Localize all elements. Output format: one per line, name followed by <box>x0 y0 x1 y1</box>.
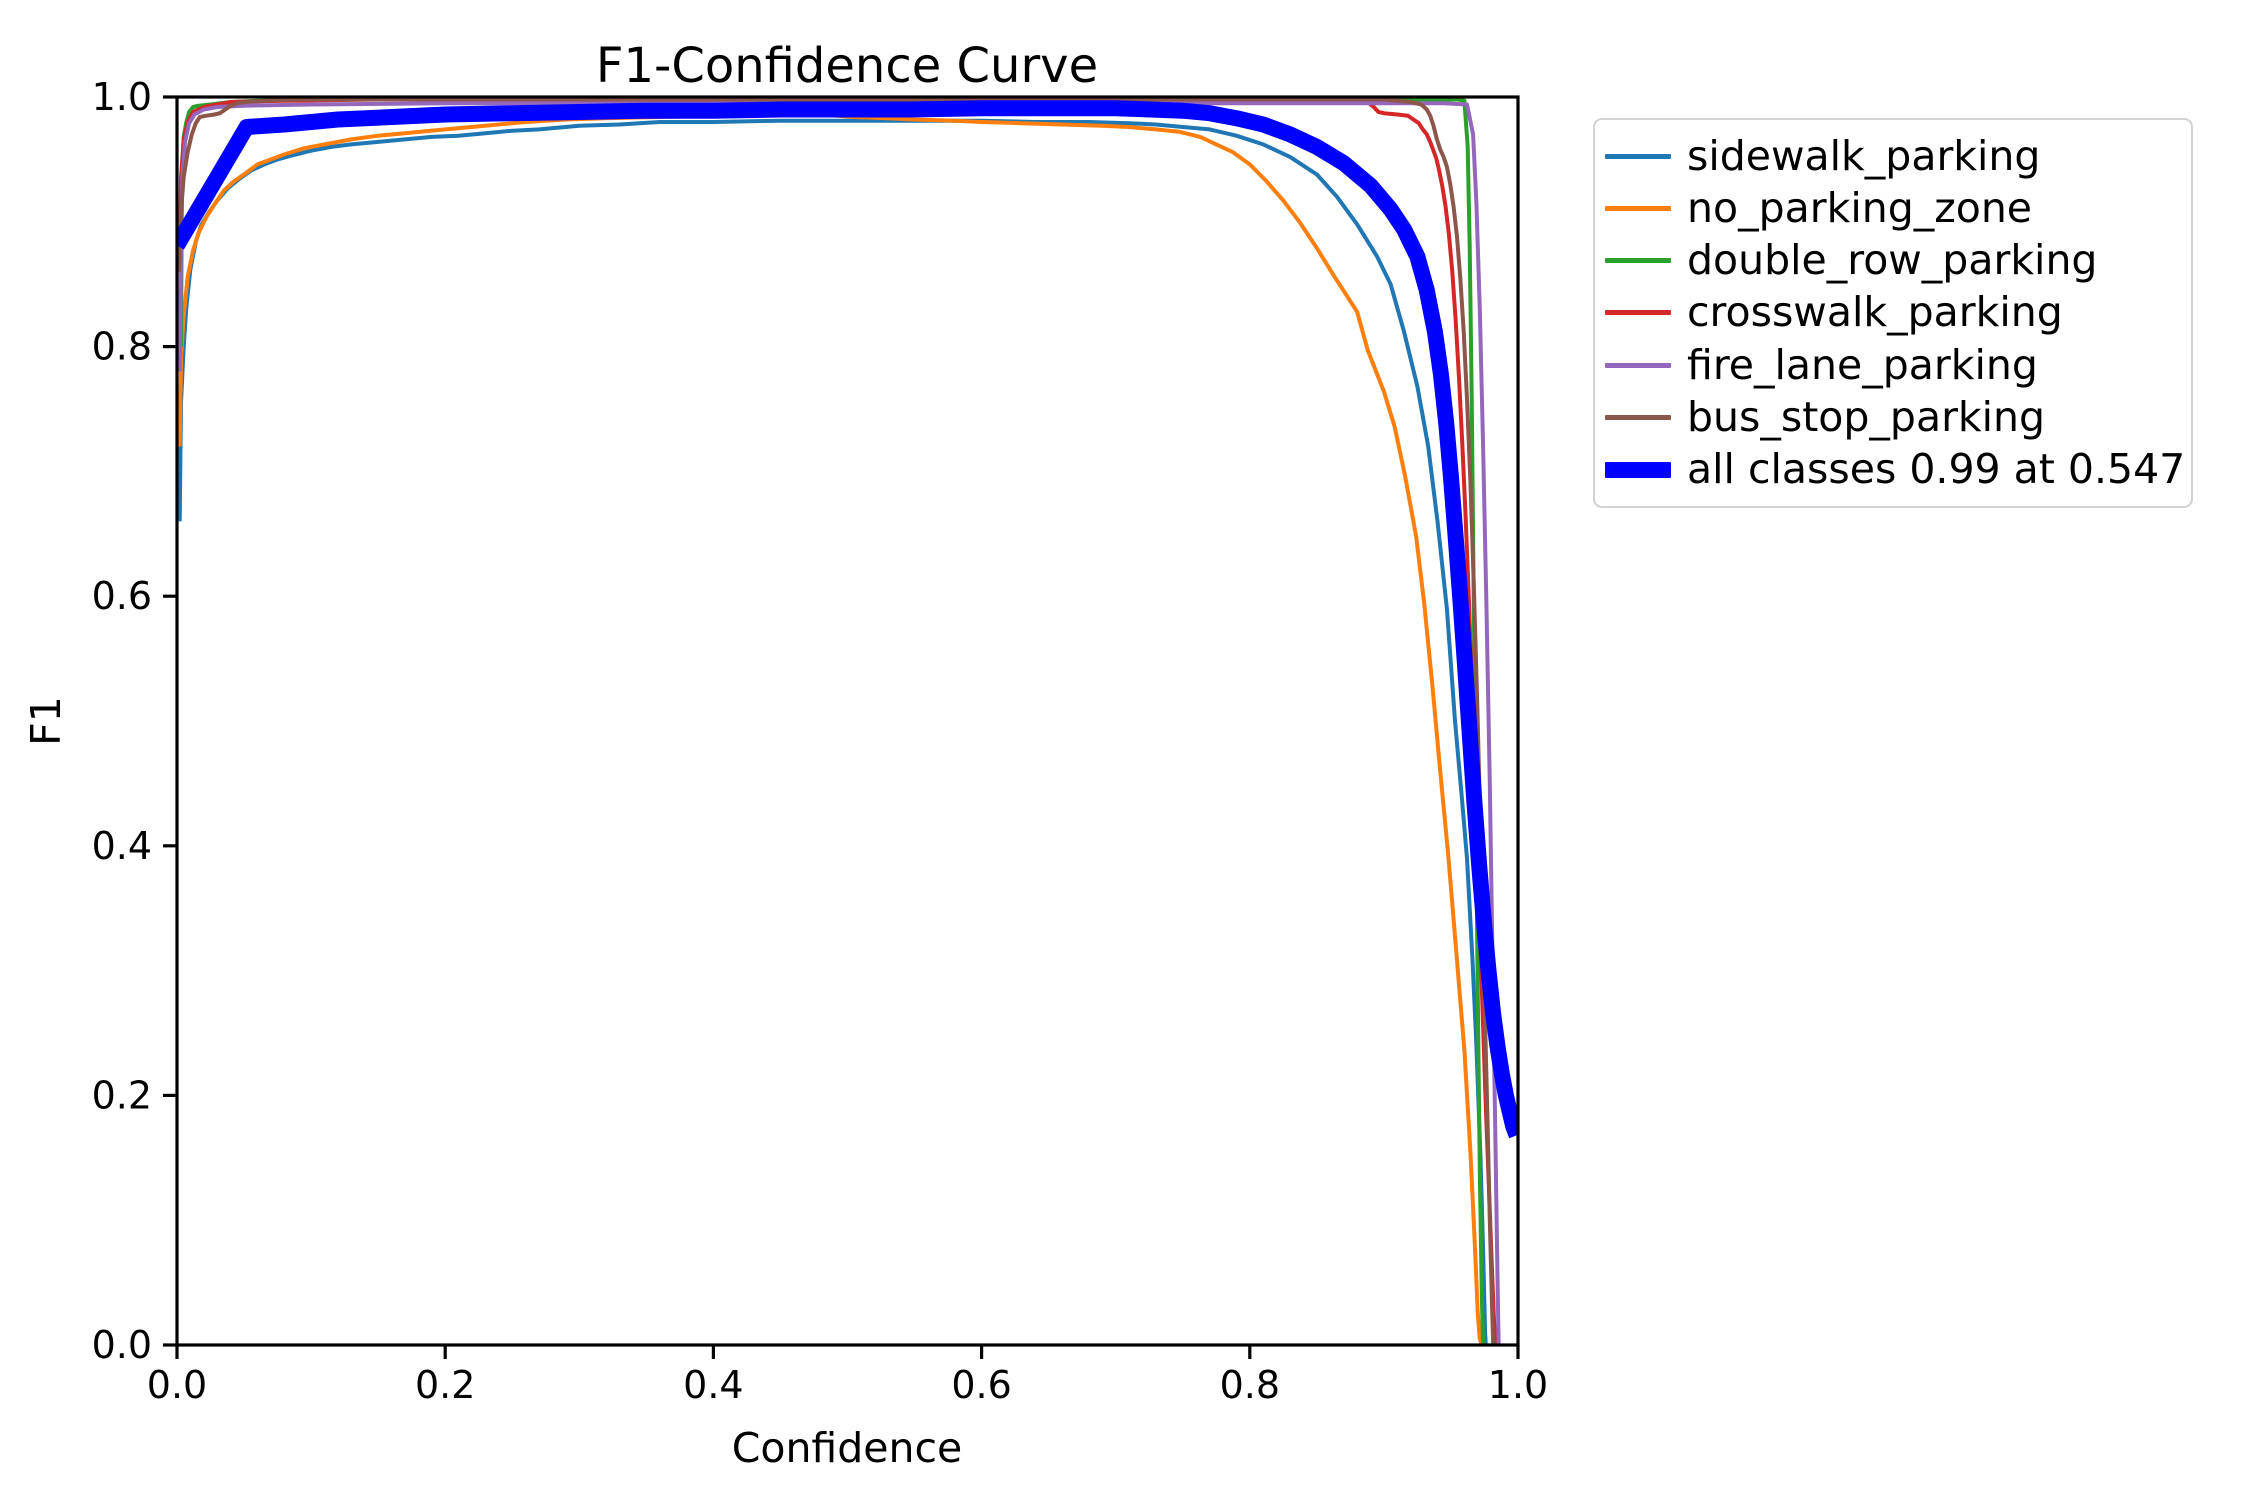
series-line-bus_stop_parking <box>177 97 1496 1346</box>
series-lines <box>177 97 1518 1346</box>
legend-label-no_parking_zone: no_parking_zone <box>1687 183 2033 232</box>
legend-item-fire_lane_parking: fire_lane_parking <box>1605 342 2191 388</box>
series-line-double_row_parking <box>179 97 1486 1346</box>
legend-label-all_classes: all classes 0.99 at 0.547 <box>1687 445 2186 494</box>
legend-swatch-no_parking_zone <box>1605 205 1671 211</box>
y-tick-label: 1.0 <box>92 75 152 119</box>
legend-item-double_row_parking: double_row_parking <box>1605 238 2191 284</box>
series-line-all_classes <box>177 100 1518 1139</box>
x-tick-label: 0.8 <box>1220 1363 1280 1407</box>
legend-item-all_classes: all classes 0.99 at 0.547 <box>1605 447 2191 493</box>
x-tick-label: 1.0 <box>1488 1363 1548 1407</box>
legend-label-crosswalk_parking: crosswalk_parking <box>1687 288 2063 337</box>
legend-label-fire_lane_parking: fire_lane_parking <box>1687 340 2038 389</box>
y-tick-label: 0.0 <box>92 1323 152 1367</box>
legend-label-sidewalk_parking: sidewalk_parking <box>1687 131 2041 180</box>
y-tick-label: 0.6 <box>92 574 152 618</box>
x-axis-ticks: 0.0 0.2 0.4 0.6 0.8 1.0 <box>147 1345 1548 1407</box>
legend-item-crosswalk_parking: crosswalk_parking <box>1605 290 2191 336</box>
series-line-fire_lane_parking <box>177 101 1501 1346</box>
legend: sidewalk_parking no_parking_zone double_ro… <box>1593 118 2193 508</box>
legend-item-no_parking_zone: no_parking_zone <box>1605 185 2191 231</box>
y-tick-label: 0.8 <box>92 325 152 369</box>
legend-item-bus_stop_parking: bus_stop_parking <box>1605 395 2191 441</box>
plot-border <box>175 95 1520 1347</box>
x-axis-label: Confidence <box>732 1424 963 1472</box>
legend-item-sidewalk_parking: sidewalk_parking <box>1605 133 2191 179</box>
legend-swatch-sidewalk_parking <box>1605 153 1671 159</box>
legend-label-bus_stop_parking: bus_stop_parking <box>1687 393 2046 442</box>
legend-swatch-all_classes <box>1605 461 1671 478</box>
y-axis-ticks: 0.0 0.2 0.4 0.6 0.8 1.0 <box>92 75 177 1367</box>
series-line-no_parking_zone <box>177 112 1484 1346</box>
y-tick-label: 0.2 <box>92 1073 152 1117</box>
legend-swatch-double_row_parking <box>1605 258 1671 264</box>
x-tick-label: 0.6 <box>951 1363 1011 1407</box>
y-axis-label: F1 <box>22 696 70 746</box>
x-tick-label: 0.0 <box>147 1363 207 1407</box>
y-tick-label: 0.4 <box>92 824 152 868</box>
legend-label-double_row_parking: double_row_parking <box>1687 236 2098 285</box>
legend-swatch-bus_stop_parking <box>1605 415 1671 421</box>
legend-swatch-fire_lane_parking <box>1605 362 1671 368</box>
chart-title: F1-Confidence Curve <box>596 38 1098 94</box>
x-tick-label: 0.2 <box>415 1363 475 1407</box>
x-tick-label: 0.4 <box>683 1363 743 1407</box>
series-line-crosswalk_parking <box>177 97 1498 1346</box>
series-line-sidewalk_parking <box>177 118 1488 1346</box>
legend-swatch-crosswalk_parking <box>1605 310 1671 316</box>
